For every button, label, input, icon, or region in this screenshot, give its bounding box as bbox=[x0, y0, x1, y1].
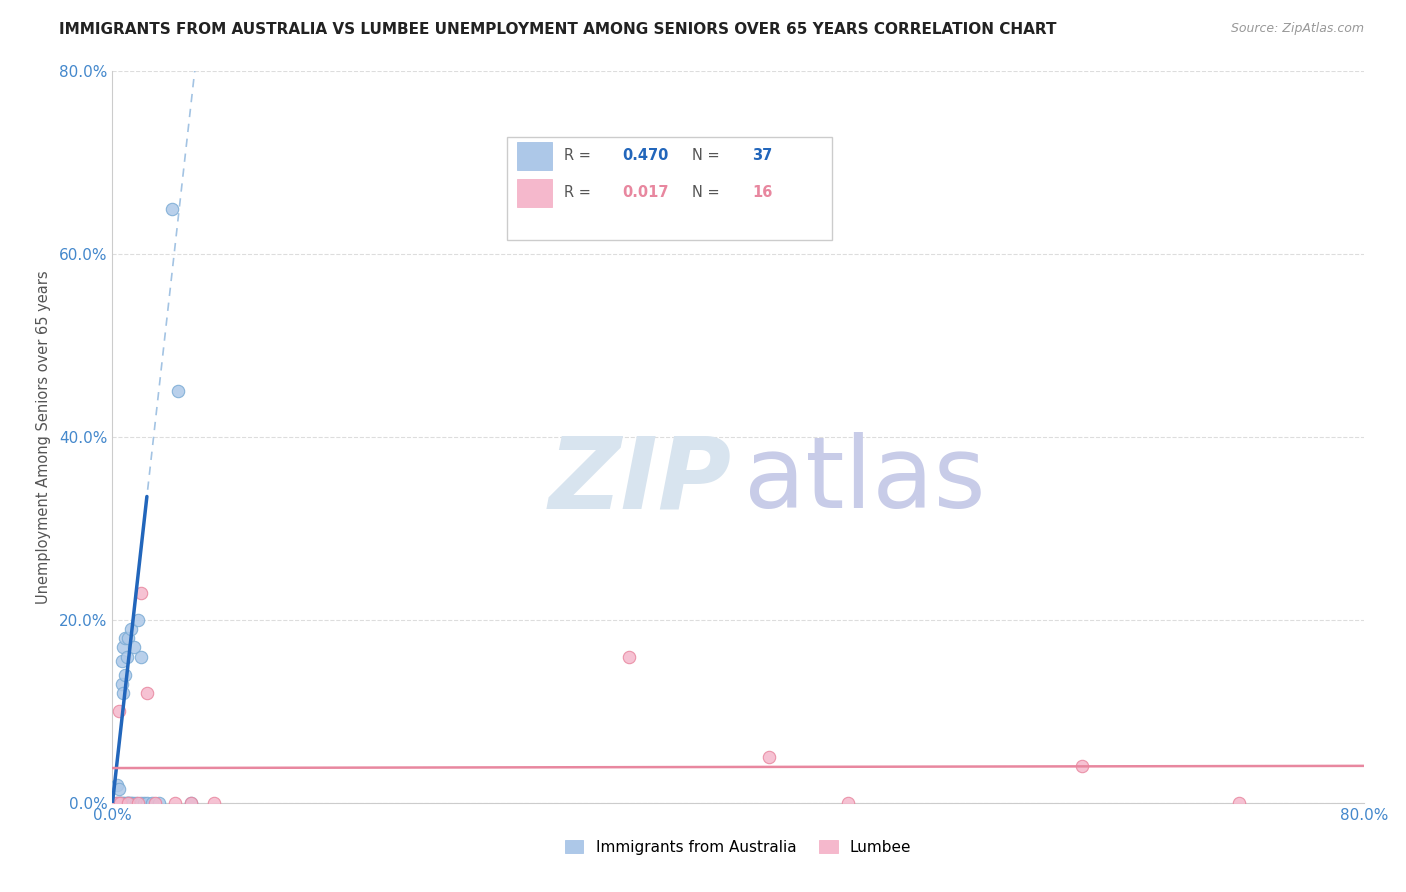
Y-axis label: Unemployment Among Seniors over 65 years: Unemployment Among Seniors over 65 years bbox=[35, 270, 51, 604]
Point bbox=[127, 613, 149, 627]
Point bbox=[135, 796, 157, 810]
Point bbox=[180, 796, 202, 810]
Point bbox=[617, 649, 640, 664]
Point bbox=[115, 649, 138, 664]
Text: ZIP: ZIP bbox=[548, 433, 733, 530]
Point bbox=[118, 796, 141, 810]
Point bbox=[202, 796, 225, 810]
Point bbox=[111, 796, 134, 810]
Point bbox=[105, 796, 128, 810]
Point bbox=[129, 585, 152, 599]
Point bbox=[107, 796, 129, 810]
Point bbox=[110, 796, 132, 810]
Text: IMMIGRANTS FROM AUSTRALIA VS LUMBEE UNEMPLOYMENT AMONG SENIORS OVER 65 YEARS COR: IMMIGRANTS FROM AUSTRALIA VS LUMBEE UNEM… bbox=[59, 22, 1056, 37]
Text: 0.470: 0.470 bbox=[621, 148, 668, 163]
Point bbox=[143, 796, 166, 810]
Bar bbox=[506, 137, 832, 240]
Text: 0.017: 0.017 bbox=[621, 185, 668, 200]
Point bbox=[117, 796, 139, 810]
Point bbox=[107, 705, 129, 719]
Bar bbox=[516, 143, 551, 170]
Point bbox=[114, 632, 136, 646]
Point bbox=[117, 796, 139, 810]
Point bbox=[112, 640, 135, 655]
Point bbox=[160, 202, 183, 216]
Point bbox=[120, 622, 142, 636]
Legend: Immigrants from Australia, Lumbee: Immigrants from Australia, Lumbee bbox=[560, 834, 917, 861]
Text: atlas: atlas bbox=[744, 433, 986, 530]
Point bbox=[107, 782, 129, 797]
Point bbox=[110, 796, 132, 810]
Point bbox=[180, 796, 202, 810]
Point bbox=[148, 796, 170, 810]
Point bbox=[163, 796, 186, 810]
Point bbox=[135, 686, 157, 700]
Point bbox=[111, 677, 134, 691]
Point bbox=[1071, 759, 1094, 773]
Point bbox=[112, 686, 135, 700]
Point bbox=[111, 654, 134, 668]
Text: R =: R = bbox=[564, 148, 596, 163]
Point bbox=[167, 384, 190, 399]
Point bbox=[114, 796, 136, 810]
Text: R =: R = bbox=[564, 185, 596, 200]
Point bbox=[129, 796, 152, 810]
Text: 37: 37 bbox=[752, 148, 772, 163]
Point bbox=[117, 632, 139, 646]
Point bbox=[758, 750, 780, 764]
Point bbox=[110, 796, 132, 810]
Text: Source: ZipAtlas.com: Source: ZipAtlas.com bbox=[1230, 22, 1364, 36]
Point bbox=[124, 640, 146, 655]
Bar bbox=[516, 179, 551, 207]
Point bbox=[105, 778, 128, 792]
Point bbox=[125, 796, 148, 810]
Point bbox=[117, 796, 139, 810]
Point bbox=[129, 649, 152, 664]
Point bbox=[132, 796, 155, 810]
Point bbox=[1227, 796, 1250, 810]
Point bbox=[837, 796, 859, 810]
Point bbox=[121, 796, 143, 810]
Point bbox=[115, 796, 138, 810]
Point bbox=[120, 796, 142, 810]
Text: N =: N = bbox=[692, 148, 724, 163]
Point bbox=[112, 796, 135, 810]
Point bbox=[104, 796, 127, 810]
Point bbox=[105, 796, 128, 810]
Point bbox=[114, 667, 136, 681]
Text: 16: 16 bbox=[752, 185, 772, 200]
Text: N =: N = bbox=[692, 185, 724, 200]
Point bbox=[127, 796, 149, 810]
Point bbox=[141, 796, 163, 810]
